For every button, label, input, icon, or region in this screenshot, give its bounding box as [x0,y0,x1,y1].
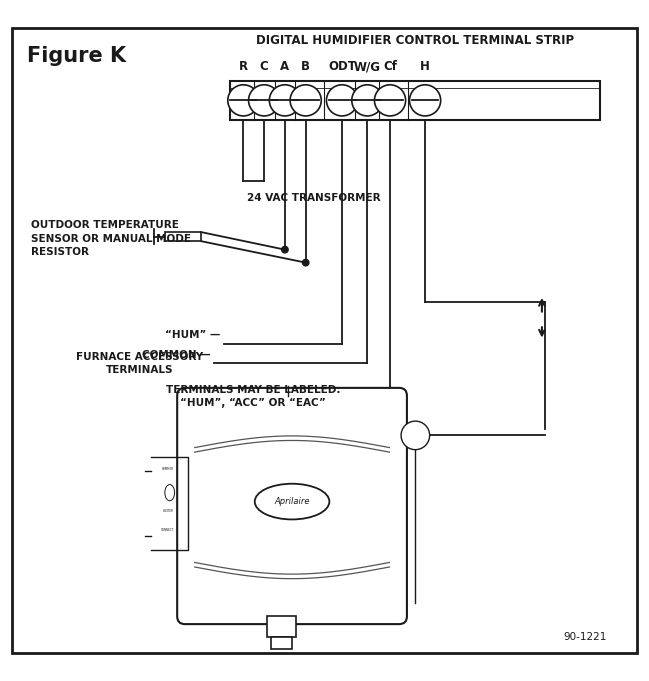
Text: SUMMER: SUMMER [162,466,174,471]
Text: R: R [239,60,248,73]
Text: DIGITAL HUMIDIFIER CONTROL TERMINAL STRIP: DIGITAL HUMIDIFIER CONTROL TERMINAL STRI… [256,34,574,47]
Text: TERMINALS MAY BE LABELED:
“HUM”, “ACC” OR “EAC”: TERMINALS MAY BE LABELED: “HUM”, “ACC” O… [166,385,340,408]
Circle shape [410,85,441,116]
Ellipse shape [165,485,175,501]
Text: OUTDOOR TEMPERATURE
SENSOR OR MANUAL MODE
RESISTOR: OUTDOOR TEMPERATURE SENSOR OR MANUAL MOD… [31,221,191,257]
Circle shape [302,259,309,266]
Circle shape [326,85,358,116]
Circle shape [269,85,300,116]
Bar [230,81,600,120]
Text: WINTER: WINTER [162,509,173,513]
Circle shape [249,85,280,116]
Circle shape [228,85,259,116]
Text: FURNACE ACCESSORY
TERMINALS: FURNACE ACCESSORY TERMINALS [76,351,203,375]
Text: A: A [280,60,289,73]
Text: ODT: ODT [328,60,356,73]
Text: Aprilaire: Aprilaire [275,497,310,506]
Ellipse shape [254,484,329,520]
Text: COMMON —: COMMON — [142,350,211,360]
FancyBboxPatch shape [177,388,407,624]
Circle shape [401,421,430,449]
Bar [271,637,292,649]
Text: “HUM” —: “HUM” — [165,330,221,340]
Text: Figure K: Figure K [27,46,127,66]
Text: B: B [301,60,310,73]
Text: Cf: Cf [383,60,397,73]
Text: C: C [260,60,269,73]
Text: H: H [420,60,430,73]
Text: 90-1221: 90-1221 [563,632,607,642]
Circle shape [290,85,321,116]
Circle shape [282,247,288,253]
Circle shape [374,85,406,116]
Bar [267,616,295,637]
Text: 24 VAC TRANSFORMER: 24 VAC TRANSFORMER [247,193,380,203]
Bar [165,232,201,241]
Circle shape [352,85,383,116]
Text: CONNECT: CONNECT [161,528,175,532]
Text: W/G: W/G [354,60,381,73]
